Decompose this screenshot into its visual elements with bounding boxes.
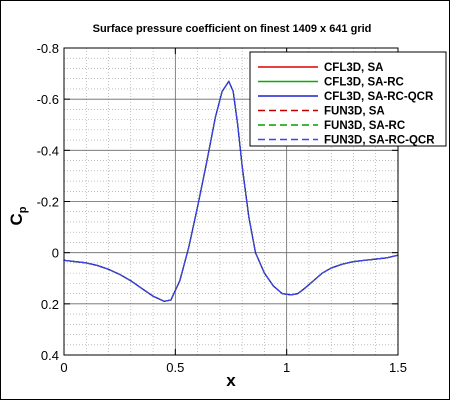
y-axis-label-main: C (7, 213, 26, 225)
svg-text:Cp: Cp (7, 206, 29, 225)
x-tick-label: 0 (60, 360, 67, 375)
y-tick-label: -0.6 (37, 92, 59, 107)
x-axis-label: x (226, 371, 236, 390)
chart-title: Surface pressure coefficient on finest 1… (93, 23, 372, 35)
x-tick-label: 0.5 (166, 360, 184, 375)
legend-label-6: FUN3D, SA-RC-QCR (324, 135, 435, 147)
y-tick-label: 0.4 (41, 348, 59, 363)
y-tick-label: -0.2 (37, 195, 59, 210)
legend-label-3: CFL3D, SA-RC-QCR (324, 91, 434, 103)
series-lines (63, 80, 399, 302)
x-axis-ticks: 0 0.5 1 1.5 (60, 48, 407, 375)
legend-label-5: FUN3D, SA-RC (324, 120, 405, 132)
y-axis-label-sub: p (17, 206, 29, 213)
y-tick-label: 0.2 (41, 297, 59, 312)
x-tick-label: 1 (283, 360, 290, 375)
y-tick-label: -0.4 (37, 143, 59, 158)
y-tick-label: 0 (52, 246, 59, 261)
series-line-6 (63, 80, 399, 302)
x-tick-label: 1.5 (389, 360, 407, 375)
legend: CFL3D, SA CFL3D, SA-RC CFL3D, SA-RC-QCR FUN… (249, 51, 447, 147)
y-tick-label: -0.8 (37, 41, 59, 56)
y-axis-ticks: -0.8 -0.6 -0.4 -0.2 0 0.2 0.4 (37, 41, 398, 363)
y-axis-label: Cp (7, 206, 29, 225)
legend-label-1: CFL3D, SA (324, 62, 383, 74)
legend-label-2: CFL3D, SA-RC (324, 77, 404, 89)
legend-label-4: FUN3D, SA (324, 106, 385, 118)
